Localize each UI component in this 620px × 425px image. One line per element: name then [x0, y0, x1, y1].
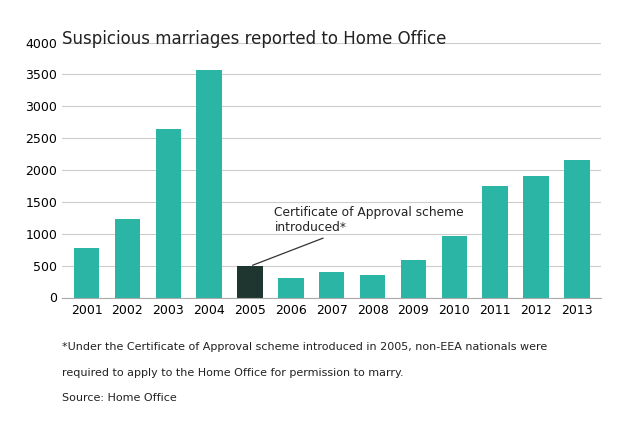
Text: *Under the Certificate of Approval scheme introduced in 2005, non-EEA nationals : *Under the Certificate of Approval schem… — [62, 342, 547, 352]
Bar — [156, 129, 181, 298]
Bar — [278, 278, 304, 298]
Bar — [523, 176, 549, 298]
Bar — [74, 248, 99, 298]
Text: Source: Home Office: Source: Home Office — [62, 393, 177, 403]
Bar — [115, 219, 140, 298]
Bar — [197, 70, 222, 297]
Bar — [360, 275, 385, 298]
Text: Suspicious marriages reported to Home Office: Suspicious marriages reported to Home Of… — [62, 30, 446, 48]
Bar — [564, 161, 590, 298]
Bar — [401, 260, 426, 298]
Text: required to apply to the Home Office for permission to marry.: required to apply to the Home Office for… — [62, 368, 404, 378]
Text: Certificate of Approval scheme
introduced*: Certificate of Approval scheme introduce… — [252, 207, 464, 265]
Bar — [441, 236, 467, 298]
Bar — [482, 186, 508, 298]
Bar — [319, 272, 344, 297]
Bar — [237, 266, 263, 298]
